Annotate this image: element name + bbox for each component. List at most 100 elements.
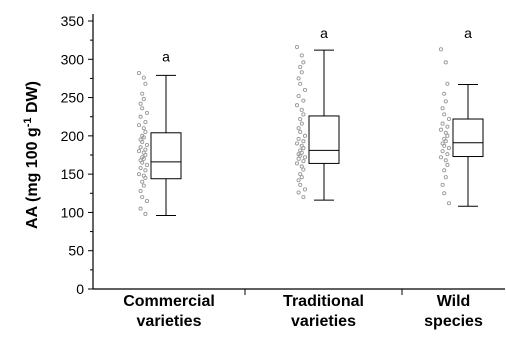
data-point [296,156,301,161]
data-point [301,159,306,164]
y-tick-label: 0 [76,281,84,297]
data-point [440,106,445,111]
data-point [143,152,148,158]
data-point [443,99,448,104]
data-point [141,183,146,188]
data-point [136,71,142,76]
data-point [301,195,306,200]
data-point [301,98,306,103]
iqr-box [150,132,182,180]
data-point [140,91,145,96]
data-point [446,201,452,206]
y-axis-title-part: AA (mg 100 g [24,127,41,229]
data-point [136,149,142,154]
data-point [302,133,308,138]
data-point [136,123,142,128]
data-point [144,198,150,203]
data-point [138,114,143,119]
y-tick-label: 250 [61,90,85,106]
data-point [140,139,145,145]
data-point [141,135,146,140]
significance-letter: a [464,25,472,41]
x-category-label: Traditional [283,293,364,310]
data-point [299,175,304,180]
iqr-box [452,118,484,158]
y-tick-label: 350 [61,13,85,29]
y-axis-title-superscript: -1 [22,118,34,128]
data-point [294,44,300,50]
data-point [443,130,448,135]
iqr-box [308,115,340,164]
x-category-label: species [424,313,483,330]
data-point [440,149,445,154]
data-point [442,91,447,96]
data-point [446,146,452,151]
y-axis-title: AA (mg 100 g-1 DW) [22,81,41,229]
significance-letter: a [162,48,170,64]
data-point [440,121,445,126]
data-point [296,190,301,195]
data-point [298,172,303,177]
x-category-label: varieties [137,313,202,330]
data-point [136,172,142,177]
data-point [140,179,145,184]
data-point [442,143,447,148]
data-point [438,127,444,132]
data-point [446,116,452,122]
data-point [445,124,450,129]
y-tick-label: 50 [68,243,84,259]
data-point [140,106,145,111]
y-tick-label: 300 [61,51,85,67]
data-point [298,64,303,69]
x-category-label: varieties [291,313,356,330]
data-point [301,139,306,144]
data-point [296,126,301,131]
data-point [301,167,306,172]
data-point [296,136,301,141]
data-point [299,150,304,155]
data-point [144,162,150,168]
data-point [138,188,143,194]
data-point [438,155,444,160]
data-point [442,168,447,173]
data-point [296,76,301,81]
data-point [144,110,150,115]
data-point [143,129,148,135]
data-point [445,162,450,168]
data-point [138,165,143,171]
data-point [138,145,143,150]
data-point [143,175,148,181]
data-point [301,146,306,151]
data-point [143,168,148,173]
data-point [143,211,148,217]
data-point [440,182,445,187]
data-point [143,147,148,152]
y-tick-label: 150 [61,166,85,182]
data-point [138,206,143,211]
data-point [438,47,444,52]
data-point [141,156,146,161]
data-point [140,195,145,200]
data-point [443,139,448,144]
data-point [141,97,146,102]
data-point [298,116,303,122]
data-point [298,182,303,187]
data-point [301,112,306,117]
y-tick-label: 200 [61,128,85,144]
data-point [299,70,304,75]
data-point [143,81,148,86]
y-tick-label: 100 [61,204,85,220]
data-point [294,161,300,166]
data-point [445,152,450,157]
data-point [298,129,303,135]
data-point [299,107,304,112]
data-point [299,121,304,126]
data-point [141,75,146,80]
data-point [138,101,143,106]
data-point [302,87,308,92]
data-point [294,103,300,108]
data-point [301,60,306,65]
data-point [302,187,308,192]
data-point [299,53,304,58]
